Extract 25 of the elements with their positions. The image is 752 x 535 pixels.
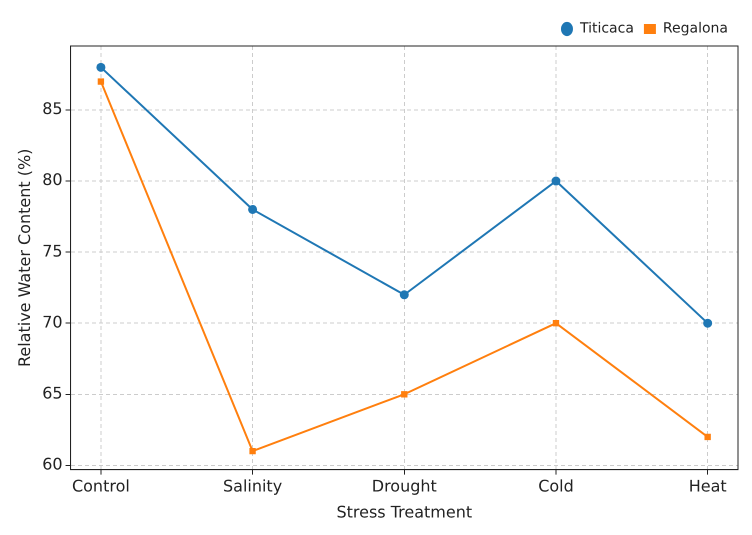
point: [401, 391, 408, 398]
point: [98, 78, 104, 85]
point: [703, 318, 712, 328]
y-tick-label: 80: [42, 170, 63, 190]
point: [552, 320, 560, 326]
y-tick-label: 65: [42, 383, 63, 402]
y-axis-title: Relative Water Content (%): [14, 148, 34, 368]
x-tick-label: Drought: [372, 476, 437, 496]
point: [248, 204, 258, 214]
y-tick-label: 60: [42, 454, 63, 474]
point: [551, 176, 560, 186]
x-tick-label: Heat: [688, 476, 727, 496]
legend-label: Titicaca: [578, 20, 634, 37]
legend-label: Regalona: [662, 20, 728, 37]
point: [400, 290, 409, 300]
x-tick-label: Cold: [538, 476, 574, 496]
point: [249, 448, 256, 454]
point: [96, 62, 106, 72]
point: [704, 434, 711, 440]
x-tick-label: Salinity: [222, 476, 282, 496]
y-tick-label: 85: [42, 99, 63, 118]
x-axis-title: Stress Treatment: [336, 502, 472, 522]
y-tick-label: 75: [42, 241, 63, 260]
y-tick-label: 70: [42, 312, 63, 332]
x-tick-label: Control: [72, 476, 130, 496]
